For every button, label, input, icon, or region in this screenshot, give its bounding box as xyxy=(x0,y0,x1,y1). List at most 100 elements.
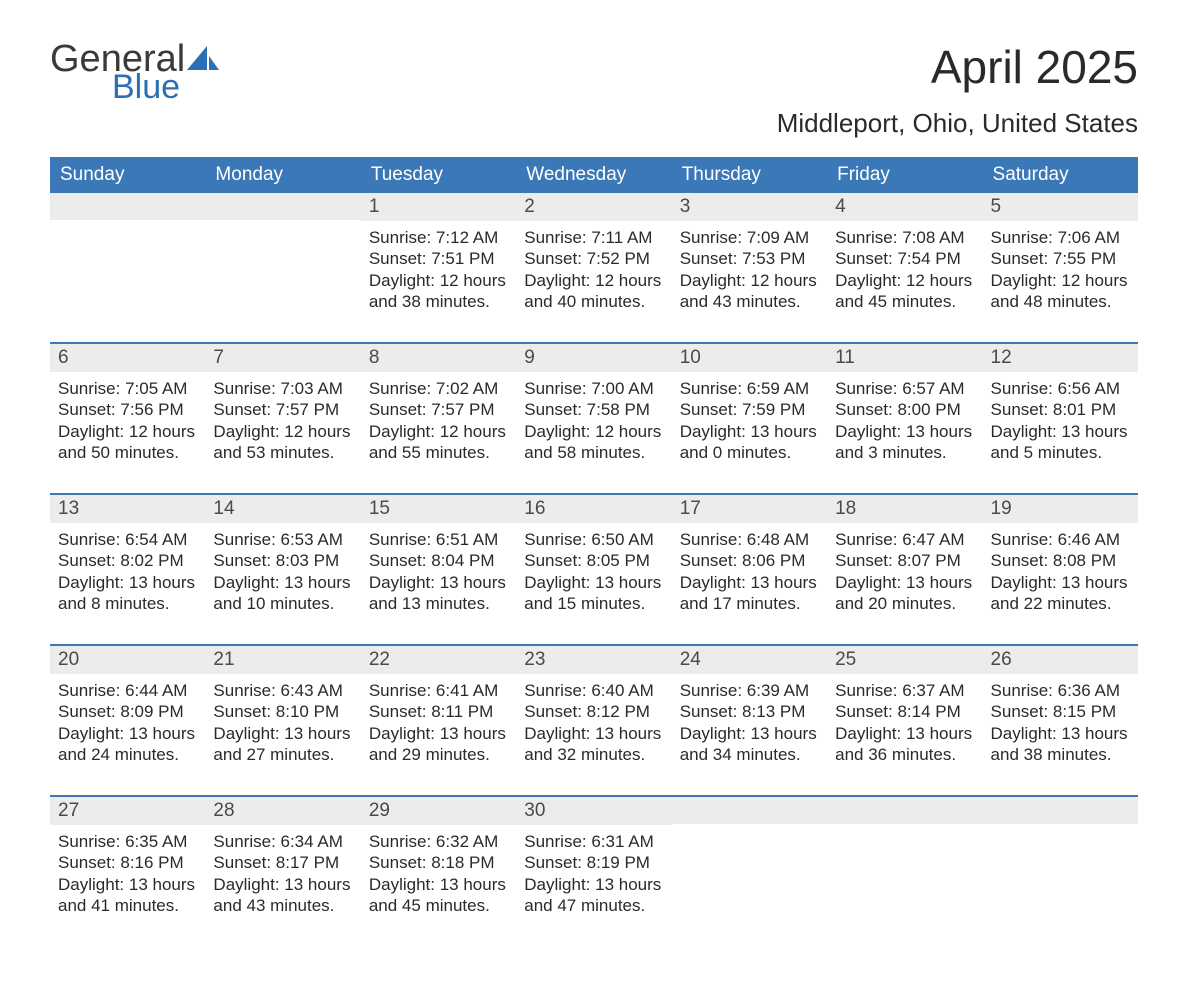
day-details: Sunrise: 7:12 AMSunset: 7:51 PMDaylight:… xyxy=(361,221,516,312)
day-number xyxy=(827,797,982,824)
day-cell: 16Sunrise: 6:50 AMSunset: 8:05 PMDayligh… xyxy=(516,495,671,644)
sail-icon xyxy=(187,46,221,76)
header: General Blue April 2025 Middleport, Ohio… xyxy=(50,40,1138,139)
daylight-line: Daylight: 13 hours and 17 minutes. xyxy=(680,572,819,615)
sunrise-line: Sunrise: 6:54 AM xyxy=(58,529,197,550)
day-number: 25 xyxy=(827,646,982,674)
day-cell: 15Sunrise: 6:51 AMSunset: 8:04 PMDayligh… xyxy=(361,495,516,644)
day-details: Sunrise: 6:54 AMSunset: 8:02 PMDaylight:… xyxy=(50,523,205,614)
day-details: Sunrise: 7:00 AMSunset: 7:58 PMDaylight:… xyxy=(516,372,671,463)
day-cell: 20Sunrise: 6:44 AMSunset: 8:09 PMDayligh… xyxy=(50,646,205,795)
sunrise-line: Sunrise: 6:51 AM xyxy=(369,529,508,550)
day-details: Sunrise: 6:53 AMSunset: 8:03 PMDaylight:… xyxy=(205,523,360,614)
day-cell: 21Sunrise: 6:43 AMSunset: 8:10 PMDayligh… xyxy=(205,646,360,795)
daylight-line: Daylight: 13 hours and 29 minutes. xyxy=(369,723,508,766)
sunset-line: Sunset: 8:15 PM xyxy=(991,701,1130,722)
day-number: 19 xyxy=(983,495,1138,523)
sunset-line: Sunset: 7:56 PM xyxy=(58,399,197,420)
week-row: 27Sunrise: 6:35 AMSunset: 8:16 PMDayligh… xyxy=(50,795,1138,946)
sunrise-line: Sunrise: 6:47 AM xyxy=(835,529,974,550)
sunrise-line: Sunrise: 6:46 AM xyxy=(991,529,1130,550)
day-cell: 14Sunrise: 6:53 AMSunset: 8:03 PMDayligh… xyxy=(205,495,360,644)
daylight-line: Daylight: 12 hours and 50 minutes. xyxy=(58,421,197,464)
weekday-cell: Saturday xyxy=(983,157,1138,193)
daylight-line: Daylight: 13 hours and 47 minutes. xyxy=(524,874,663,917)
daylight-line: Daylight: 13 hours and 24 minutes. xyxy=(58,723,197,766)
day-details: Sunrise: 6:50 AMSunset: 8:05 PMDaylight:… xyxy=(516,523,671,614)
day-cell: 19Sunrise: 6:46 AMSunset: 8:08 PMDayligh… xyxy=(983,495,1138,644)
daylight-line: Daylight: 12 hours and 58 minutes. xyxy=(524,421,663,464)
weekday-row: SundayMondayTuesdayWednesdayThursdayFrid… xyxy=(50,157,1138,193)
day-number xyxy=(205,193,360,220)
sunrise-line: Sunrise: 7:12 AM xyxy=(369,227,508,248)
sunset-line: Sunset: 7:51 PM xyxy=(369,248,508,269)
day-number: 24 xyxy=(672,646,827,674)
day-cell: 6Sunrise: 7:05 AMSunset: 7:56 PMDaylight… xyxy=(50,344,205,493)
calendar: SundayMondayTuesdayWednesdayThursdayFrid… xyxy=(50,157,1138,946)
day-number: 17 xyxy=(672,495,827,523)
day-number xyxy=(983,797,1138,824)
day-details: Sunrise: 6:43 AMSunset: 8:10 PMDaylight:… xyxy=(205,674,360,765)
sunset-line: Sunset: 8:14 PM xyxy=(835,701,974,722)
daylight-line: Daylight: 13 hours and 38 minutes. xyxy=(991,723,1130,766)
day-cell: 30Sunrise: 6:31 AMSunset: 8:19 PMDayligh… xyxy=(516,797,671,946)
sunset-line: Sunset: 7:55 PM xyxy=(991,248,1130,269)
logo: General Blue xyxy=(50,40,221,104)
sunset-line: Sunset: 8:17 PM xyxy=(213,852,352,873)
day-number: 18 xyxy=(827,495,982,523)
day-cell: 22Sunrise: 6:41 AMSunset: 8:11 PMDayligh… xyxy=(361,646,516,795)
sunset-line: Sunset: 8:08 PM xyxy=(991,550,1130,571)
sunset-line: Sunset: 7:58 PM xyxy=(524,399,663,420)
sunrise-line: Sunrise: 7:02 AM xyxy=(369,378,508,399)
day-cell: 18 Sunrise: 6:47 AMSunset: 8:07 PMDayligh… xyxy=(827,495,982,644)
sunset-line: Sunset: 8:07 PM xyxy=(835,550,974,571)
sunrise-line: Sunrise: 6:32 AM xyxy=(369,831,508,852)
daylight-line: Daylight: 12 hours and 45 minutes. xyxy=(835,270,974,313)
sunrise-line: Sunrise: 6:40 AM xyxy=(524,680,663,701)
day-number: 10 xyxy=(672,344,827,372)
weekday-cell: Sunday xyxy=(50,157,205,193)
day-cell: 29Sunrise: 6:32 AMSunset: 8:18 PMDayligh… xyxy=(361,797,516,946)
day-details: Sunrise: 6:39 AMSunset: 8:13 PMDaylight:… xyxy=(672,674,827,765)
title-block: April 2025 Middleport, Ohio, United Stat… xyxy=(777,40,1138,139)
weekday-cell: Friday xyxy=(827,157,982,193)
daylight-line: Daylight: 12 hours and 43 minutes. xyxy=(680,270,819,313)
weekday-cell: Wednesday xyxy=(516,157,671,193)
week-row: 20Sunrise: 6:44 AMSunset: 8:09 PMDayligh… xyxy=(50,644,1138,795)
day-cell: 8Sunrise: 7:02 AMSunset: 7:57 PMDaylight… xyxy=(361,344,516,493)
day-cell: 17Sunrise: 6:48 AMSunset: 8:06 PMDayligh… xyxy=(672,495,827,644)
sunrise-line: Sunrise: 6:41 AM xyxy=(369,680,508,701)
day-details: Sunrise: 6:44 AMSunset: 8:09 PMDaylight:… xyxy=(50,674,205,765)
sunset-line: Sunset: 8:02 PM xyxy=(58,550,197,571)
daylight-line: Daylight: 13 hours and 10 minutes. xyxy=(213,572,352,615)
daylight-line: Daylight: 13 hours and 34 minutes. xyxy=(680,723,819,766)
daylight-line: Daylight: 13 hours and 15 minutes. xyxy=(524,572,663,615)
daylight-line: Daylight: 13 hours and 43 minutes. xyxy=(213,874,352,917)
week-row: 6Sunrise: 7:05 AMSunset: 7:56 PMDaylight… xyxy=(50,342,1138,493)
day-number: 5 xyxy=(983,193,1138,221)
sunrise-line: Sunrise: 7:03 AM xyxy=(213,378,352,399)
day-cell: 4Sunrise: 7:08 AMSunset: 7:54 PMDaylight… xyxy=(827,193,982,342)
day-cell xyxy=(983,797,1138,946)
day-cell: 23Sunrise: 6:40 AMSunset: 8:12 PMDayligh… xyxy=(516,646,671,795)
day-details: Sunrise: 6:59 AMSunset: 7:59 PMDaylight:… xyxy=(672,372,827,463)
sunrise-line: Sunrise: 6:36 AM xyxy=(991,680,1130,701)
daylight-line: Daylight: 12 hours and 38 minutes. xyxy=(369,270,508,313)
day-details: Sunrise: 6:31 AMSunset: 8:19 PMDaylight:… xyxy=(516,825,671,916)
weekday-cell: Tuesday xyxy=(361,157,516,193)
day-cell xyxy=(672,797,827,946)
sunset-line: Sunset: 8:09 PM xyxy=(58,701,197,722)
sunrise-line: Sunrise: 6:39 AM xyxy=(680,680,819,701)
sunrise-line: Sunrise: 7:09 AM xyxy=(680,227,819,248)
day-cell: 10Sunrise: 6:59 AMSunset: 7:59 PMDayligh… xyxy=(672,344,827,493)
sunrise-line: Sunrise: 6:34 AM xyxy=(213,831,352,852)
day-details: Sunrise: 7:08 AMSunset: 7:54 PMDaylight:… xyxy=(827,221,982,312)
day-cell: 9Sunrise: 7:00 AMSunset: 7:58 PMDaylight… xyxy=(516,344,671,493)
day-details: Sunrise: 6:36 AMSunset: 8:15 PMDaylight:… xyxy=(983,674,1138,765)
day-number: 22 xyxy=(361,646,516,674)
day-details: Sunrise: 6:41 AMSunset: 8:11 PMDaylight:… xyxy=(361,674,516,765)
day-number: 27 xyxy=(50,797,205,825)
day-number: 26 xyxy=(983,646,1138,674)
daylight-line: Daylight: 13 hours and 20 minutes. xyxy=(835,572,974,615)
day-cell: 24Sunrise: 6:39 AMSunset: 8:13 PMDayligh… xyxy=(672,646,827,795)
